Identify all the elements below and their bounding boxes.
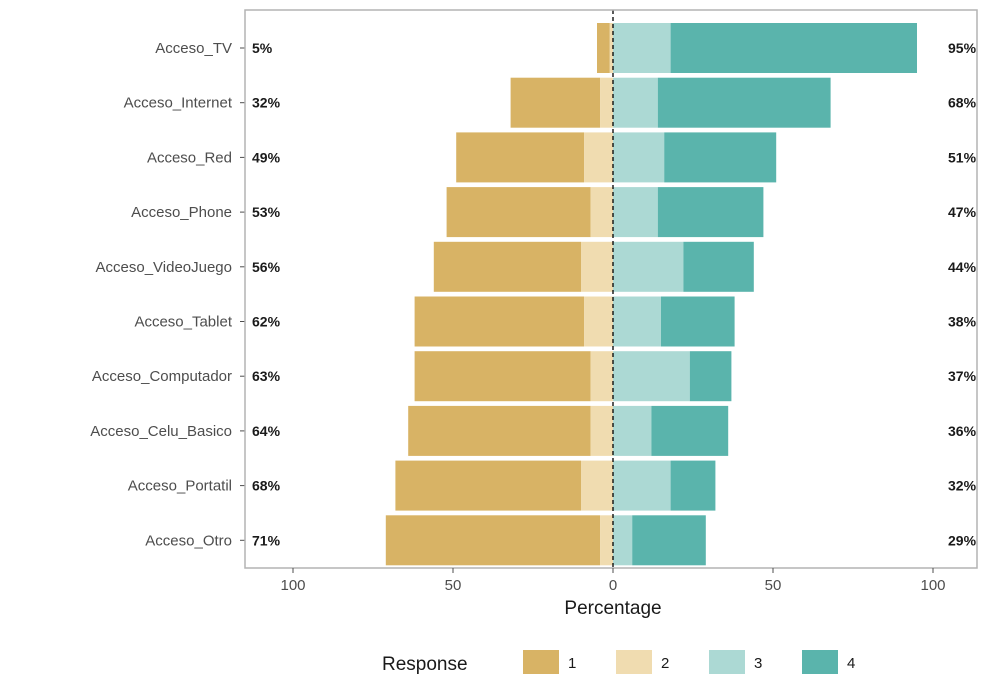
left-percent-label: 64% xyxy=(252,423,281,439)
bar-segment-4 xyxy=(657,77,831,128)
bars-layer xyxy=(385,23,917,566)
bar-segment-4 xyxy=(651,405,729,456)
category-label: Acceso_Portatil xyxy=(128,478,232,495)
bar-segment-3 xyxy=(613,515,633,566)
bar-segment-4 xyxy=(670,23,917,73)
right-percent-label: 29% xyxy=(948,532,977,548)
category-label: Acceso_Tablet xyxy=(134,314,232,331)
category-label: Acceso_Internet xyxy=(124,95,233,112)
category-label: Acceso_VideoJuego xyxy=(96,259,233,276)
bar-segment-3 xyxy=(613,460,671,511)
bar-segment-1 xyxy=(433,241,581,292)
legend-label: 2 xyxy=(661,655,669,672)
left-percent-label: 5% xyxy=(252,40,273,56)
category-label: Acceso_TV xyxy=(155,40,232,57)
category-label: Acceso_Computador xyxy=(92,368,232,385)
legend-label: 4 xyxy=(847,655,855,672)
bar-segment-2 xyxy=(590,187,613,238)
bar-segment-4 xyxy=(661,296,735,347)
bar-segment-2 xyxy=(609,23,613,73)
bar-segment-4 xyxy=(683,241,754,292)
left-percent-label: 56% xyxy=(252,259,281,275)
left-percent-label: 63% xyxy=(252,368,281,384)
bar-segment-2 xyxy=(581,241,613,292)
bar-segment-1 xyxy=(414,351,591,402)
bar-segment-4 xyxy=(664,132,777,183)
labels-layer: Acceso_TV 5% 95% Acceso_Internet 32% 68% Acces… xyxy=(90,40,976,549)
bar-segment-3 xyxy=(613,77,658,128)
bar-segment-2 xyxy=(600,515,613,566)
bar-segment-1 xyxy=(597,23,610,73)
legend-label: 1 xyxy=(568,655,576,672)
left-percent-label: 62% xyxy=(252,314,281,330)
bar-segment-3 xyxy=(613,132,665,183)
left-percent-label: 68% xyxy=(252,478,281,494)
right-percent-label: 51% xyxy=(948,149,977,165)
left-percent-label: 71% xyxy=(252,532,281,548)
bar-segment-4 xyxy=(657,187,764,238)
bar-segment-1 xyxy=(510,77,601,128)
bar-segment-4 xyxy=(689,351,732,402)
right-percent-label: 68% xyxy=(948,95,977,111)
bar-segment-1 xyxy=(395,460,581,511)
x-tick-label: 50 xyxy=(445,577,462,594)
x-tick-label: 50 xyxy=(765,577,782,594)
x-axis: 100 50 0 50 100 xyxy=(280,568,946,594)
right-percent-label: 44% xyxy=(948,259,977,275)
bar-segment-4 xyxy=(632,515,706,566)
x-tick-label: 100 xyxy=(920,577,945,594)
panel-border xyxy=(244,9,978,569)
category-label: Acceso_Celu_Basico xyxy=(90,423,232,440)
bar-segment-1 xyxy=(408,405,591,456)
bar-segment-3 xyxy=(613,351,690,402)
bar-segment-4 xyxy=(670,460,716,511)
right-percent-label: 38% xyxy=(948,314,977,330)
left-percent-label: 49% xyxy=(252,149,281,165)
bar-segment-3 xyxy=(613,23,671,73)
legend-key-4 xyxy=(802,650,838,674)
legend-key-2 xyxy=(616,650,652,674)
legend-title: Response xyxy=(382,654,468,675)
legend-key-3 xyxy=(709,650,745,674)
bar-segment-2 xyxy=(590,405,613,456)
x-axis-title: Percentage xyxy=(564,598,661,619)
x-tick-label: 0 xyxy=(609,577,617,594)
bar-segment-3 xyxy=(613,405,652,456)
x-tick-label: 100 xyxy=(280,577,305,594)
bar-segment-1 xyxy=(414,296,585,347)
right-percent-label: 95% xyxy=(948,40,977,56)
bar-segment-3 xyxy=(613,296,661,347)
bar-segment-2 xyxy=(584,296,613,347)
bar-segment-1 xyxy=(446,187,591,238)
legend: Response 1 2 3 4 xyxy=(382,650,855,675)
legend-label: 3 xyxy=(754,655,762,672)
right-percent-label: 32% xyxy=(948,478,977,494)
bar-segment-2 xyxy=(584,132,613,183)
category-label: Acceso_Otro xyxy=(145,532,232,549)
category-label: Acceso_Red xyxy=(147,149,232,166)
bar-segment-3 xyxy=(613,241,684,292)
bar-segment-2 xyxy=(590,351,613,402)
bar-segment-3 xyxy=(613,187,658,238)
right-percent-label: 37% xyxy=(948,368,977,384)
bar-segment-1 xyxy=(456,132,585,183)
left-percent-label: 32% xyxy=(252,95,281,111)
bar-segment-1 xyxy=(385,515,601,566)
category-label: Acceso_Phone xyxy=(131,204,232,221)
bar-segment-2 xyxy=(600,77,613,128)
right-percent-label: 36% xyxy=(948,423,977,439)
right-percent-label: 47% xyxy=(948,204,977,220)
bar-segment-2 xyxy=(581,460,613,511)
left-percent-label: 53% xyxy=(252,204,281,220)
legend-key-1 xyxy=(523,650,559,674)
